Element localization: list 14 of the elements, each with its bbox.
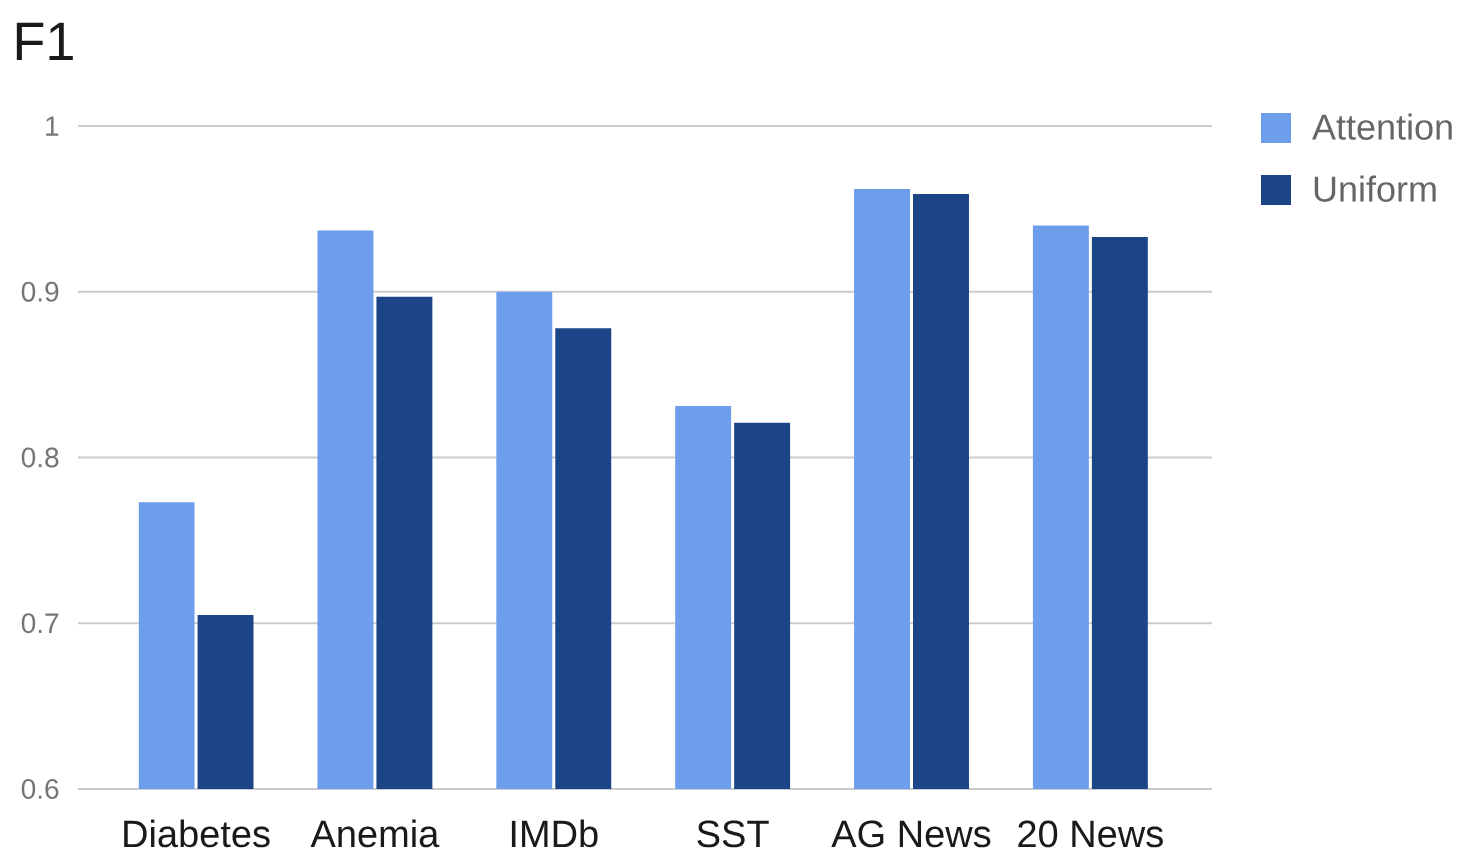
x-tick-label: SST — [697, 820, 769, 848]
y-tick-label: 0.6 — [21, 779, 59, 799]
chart-title: F1 — [16, 22, 73, 60]
y-tick-label: 0.7 — [21, 613, 59, 634]
x-tick-label: AG News — [831, 820, 991, 848]
x-tick-label: IMDb — [511, 819, 598, 848]
y-tick-label: 1 — [46, 116, 59, 136]
y-tick-label: 0.9 — [21, 281, 59, 302]
legend-label: Attention — [1312, 113, 1452, 140]
x-tick-label: Anemia — [310, 819, 440, 848]
legend-label: Uniform — [1314, 175, 1436, 202]
y-tick-label: 0.8 — [21, 447, 59, 468]
x-tick-label: Diabetes — [124, 819, 270, 848]
x-tick-label: 20 News — [1018, 820, 1163, 848]
